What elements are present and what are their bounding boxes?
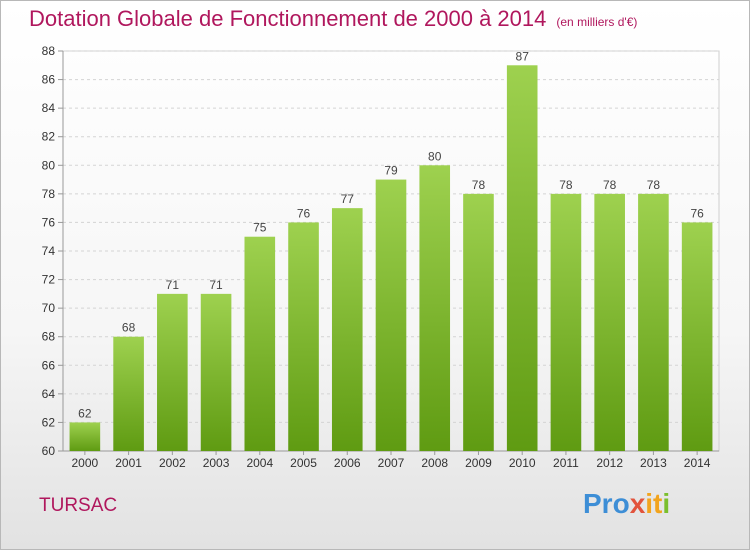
value-label-2006: 77 xyxy=(341,192,355,206)
proxiti-logo: Proxiti xyxy=(583,488,670,520)
bar-2002 xyxy=(157,293,188,451)
logo-part-3: it xyxy=(645,488,663,519)
chart-title-text: Dotation Globale de Fonctionnement de 20… xyxy=(29,6,547,31)
logo-part-4: i xyxy=(662,488,671,519)
value-label-2000: 62 xyxy=(78,406,92,420)
y-tick-label: 64 xyxy=(42,387,56,401)
y-tick-label: 66 xyxy=(42,358,56,372)
value-label-2007: 79 xyxy=(384,164,398,178)
y-tick-label: 78 xyxy=(42,187,56,201)
value-label-2013: 78 xyxy=(647,178,661,192)
x-tick-label-2005: 2005 xyxy=(290,456,317,470)
logo-part-1: Pro xyxy=(583,488,630,519)
x-tick-label-2000: 2000 xyxy=(72,456,99,470)
x-tick-label-2002: 2002 xyxy=(159,456,186,470)
value-label-2010: 87 xyxy=(516,49,530,63)
y-tick-label: 88 xyxy=(42,44,56,58)
value-label-2005: 76 xyxy=(297,206,311,220)
bar-2004 xyxy=(244,236,276,451)
x-tick-label-2004: 2004 xyxy=(246,456,273,470)
y-tick-label: 70 xyxy=(42,301,56,315)
y-tick-label: 76 xyxy=(42,215,56,229)
bar-2003 xyxy=(200,293,232,451)
x-tick-label-2013: 2013 xyxy=(640,456,667,470)
x-tick-label-2014: 2014 xyxy=(684,456,711,470)
y-tick-label: 62 xyxy=(42,415,56,429)
value-label-2012: 78 xyxy=(603,178,617,192)
y-tick-label: 80 xyxy=(42,158,56,172)
bar-2000 xyxy=(69,422,101,451)
x-tick-label-2006: 2006 xyxy=(334,456,361,470)
bar-2011 xyxy=(550,193,582,451)
y-tick-label: 72 xyxy=(42,273,56,287)
chart-title: Dotation Globale de Fonctionnement de 20… xyxy=(29,6,637,32)
chart-unit: (en milliers d'€) xyxy=(556,15,638,29)
value-label-2008: 80 xyxy=(428,149,442,163)
x-tick-label-2010: 2010 xyxy=(509,456,536,470)
bar-2007 xyxy=(375,179,407,452)
bar-2001 xyxy=(113,336,144,451)
value-label-2014: 76 xyxy=(690,206,704,220)
value-label-2011: 78 xyxy=(559,178,573,192)
x-tick-label-2001: 2001 xyxy=(115,456,142,470)
city-name: TURSAC xyxy=(39,495,118,516)
bar-2009 xyxy=(463,193,494,451)
value-label-2003: 71 xyxy=(209,278,223,292)
bar-2005 xyxy=(288,222,319,451)
bar-2014 xyxy=(681,222,713,451)
x-tick-label-2009: 2009 xyxy=(465,456,492,470)
y-tick-label: 74 xyxy=(42,244,56,258)
bar-layer xyxy=(69,65,713,452)
x-tick-label-2007: 2007 xyxy=(378,456,405,470)
x-tick-label-2011: 2011 xyxy=(553,456,579,470)
value-label-2002: 71 xyxy=(166,278,180,292)
bar-2008 xyxy=(419,165,451,452)
label-layer: 60 62 64 66 68 70 72 74 76 78 80 82 84 86 88 62 2000 68 20… xyxy=(42,44,711,470)
x-tick-label-2012: 2012 xyxy=(596,456,623,470)
bar-2006 xyxy=(331,208,363,451)
value-label-2001: 68 xyxy=(122,321,136,335)
y-tick-label: 84 xyxy=(42,101,56,115)
x-tick-label-2003: 2003 xyxy=(203,456,230,470)
bar-2012 xyxy=(594,193,625,451)
y-tick-label: 82 xyxy=(42,130,56,144)
value-label-2009: 78 xyxy=(472,178,486,192)
logo-part-2: x xyxy=(629,488,646,519)
y-tick-label: 68 xyxy=(42,330,56,344)
value-label-2004: 75 xyxy=(253,221,267,235)
x-tick-label-2008: 2008 xyxy=(421,456,448,470)
bar-2010 xyxy=(506,65,538,452)
y-tick-label: 86 xyxy=(42,73,56,87)
y-tick-label: 60 xyxy=(42,444,56,458)
bar-2013 xyxy=(638,193,669,451)
